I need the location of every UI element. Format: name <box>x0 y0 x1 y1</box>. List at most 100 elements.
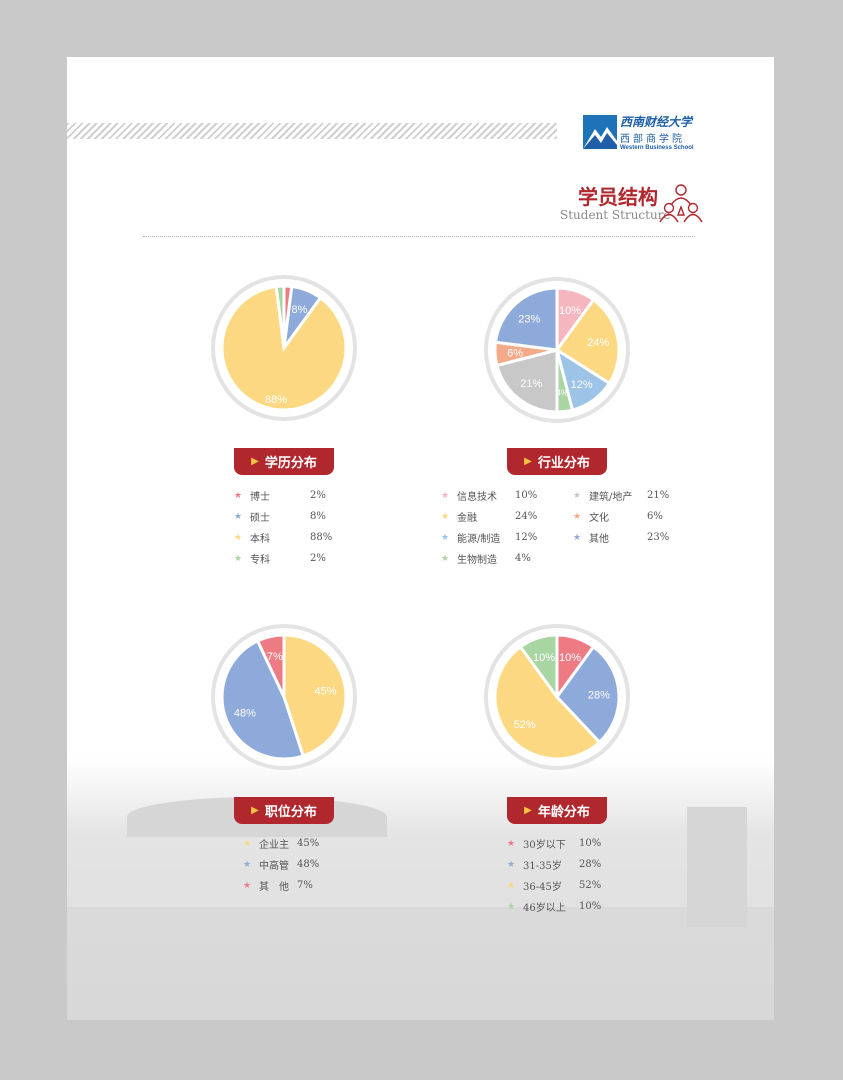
pie-slice-36-45岁 <box>493 644 602 761</box>
legend-value: 10% <box>515 490 538 501</box>
pie-chart-3: 45% 48% 7% <box>211 624 357 770</box>
legend-value: 21% <box>647 490 670 501</box>
legend-item: ★ 中高管 48% <box>243 854 319 875</box>
legend-item: ★ 31-35岁 28% <box>507 854 601 875</box>
legend-item: ★ 文化 6% <box>573 506 669 527</box>
star-icon: ★ <box>573 490 582 501</box>
pie-data-label: 52% <box>514 719 536 731</box>
chart-legend: ★ 30岁以下 10% ★ 31-35岁 28% ★ 36-45岁 52% ★ 46岁以上 10% <box>507 833 601 917</box>
pie-chart-2: 10% 24% 12%4% 21% 6% 23% <box>484 277 630 423</box>
legend-label: 企业主 <box>259 840 289 851</box>
legend-item: ★ 金融 24% <box>441 506 537 527</box>
legend-item: ★ 建筑/地产 21% <box>573 485 669 506</box>
star-icon: ★ <box>441 553 450 564</box>
pie-data-label: 23% <box>518 313 540 325</box>
star-icon: ★ <box>507 838 516 849</box>
star-icon: ★ <box>234 532 243 543</box>
chart-title-banner: ▶ 行业分布 <box>507 448 607 475</box>
legend-value: 6% <box>647 511 663 522</box>
page-title: 学员结构 <box>578 185 658 209</box>
legend-item: ★ 30岁以下 10% <box>507 833 601 854</box>
legend-value: 45% <box>297 838 320 849</box>
legend-value: 23% <box>647 532 670 543</box>
star-icon: ★ <box>441 490 450 501</box>
legend-item: ★ 硕士 8% <box>234 506 332 527</box>
legend-label: 能源/制造 <box>457 534 501 545</box>
chart-title-banner: ▶ 学历分布 <box>234 448 334 475</box>
legend-label: 文化 <box>589 513 609 524</box>
legend-label: 金融 <box>457 513 477 524</box>
legend-item: ★ 博士 2% <box>234 485 332 506</box>
logo-cn: 西南财经大学 <box>620 115 693 129</box>
chart-title-banner: ▶ 职位分布 <box>234 797 334 824</box>
pie-data-label: 10% <box>533 652 555 664</box>
legend-label: 生物制造 <box>457 555 497 566</box>
legend-item: ★ 其 他 7% <box>243 875 319 896</box>
legend-value: 88% <box>310 532 333 543</box>
chart-legend: ★ 信息技术 10% ★ 金融 24% ★ 能源/制造 12% ★ 生物制造 4% <box>441 485 537 569</box>
legend-value: 24% <box>515 511 538 522</box>
legend-item: ★ 专科 2% <box>234 548 332 569</box>
chart-legend: ★ 企业主 45% ★ 中高管 48% ★ 其 他 7% <box>243 833 319 896</box>
star-icon: ★ <box>507 901 516 912</box>
pie-data-label: 10% <box>559 652 581 664</box>
legend-item: ★ 能源/制造 12% <box>441 527 537 548</box>
legend-item: ★ 36-45岁 52% <box>507 875 601 896</box>
legend-value: 2% <box>310 553 326 564</box>
legend-label: 31-35岁 <box>523 861 562 872</box>
legend-value: 8% <box>310 511 326 522</box>
legend-value: 52% <box>579 880 602 891</box>
legend-label: 本科 <box>250 534 270 545</box>
star-icon: ★ <box>243 838 252 849</box>
legend-item: ★ 企业主 45% <box>243 833 319 854</box>
divider <box>143 236 695 237</box>
star-icon: ★ <box>573 511 582 522</box>
star-icon: ★ <box>243 880 252 891</box>
star-icon: ★ <box>507 859 516 870</box>
legend-value: 12% <box>515 532 538 543</box>
pie-slice-金融 <box>554 297 621 386</box>
pie-slice-31-35岁 <box>555 644 621 745</box>
pie-data-label: 28% <box>588 689 610 701</box>
star-icon: ★ <box>243 859 252 870</box>
legend-item: ★ 其他 23% <box>573 527 669 548</box>
pie-data-label: 10% <box>559 305 581 317</box>
chart-title: 行业分布 <box>537 456 590 471</box>
pie-chart-4: 10% 28% 52% 10% <box>484 624 630 770</box>
logo-school: 西部商学院 <box>620 134 685 145</box>
chart-title: 年龄分布 <box>537 805 590 820</box>
campus-background-image <box>67 757 774 1020</box>
legend-label: 信息技术 <box>457 492 497 503</box>
pie-data-label: 24% <box>587 337 609 349</box>
pie-slice-其他 <box>493 286 559 352</box>
pie-slice-本科 <box>220 284 348 412</box>
legend-label: 建筑/地产 <box>589 492 633 503</box>
mountain-logo-icon <box>583 115 617 149</box>
chart-title: 职位分布 <box>264 805 317 820</box>
legend-label: 其他 <box>589 534 609 545</box>
school-logo: 西南财经大学 西部商学院 Western Business School <box>583 113 694 151</box>
pie-ring <box>211 275 357 421</box>
legend-value: 28% <box>579 859 602 870</box>
pie-slice-中高管 <box>220 638 306 761</box>
pie-ring <box>211 624 357 770</box>
logo-en: Western Business School <box>620 145 694 151</box>
pie-data-label: 6% <box>507 348 523 360</box>
legend-item: ★ 本科 88% <box>234 527 332 548</box>
pie-slice-专科 <box>274 284 286 349</box>
legend-label: 专科 <box>250 555 270 566</box>
star-icon: ★ <box>507 880 516 891</box>
chart-title-banner: ▶ 年龄分布 <box>507 797 607 824</box>
chart-legend: ★ 建筑/地产 21% ★ 文化 6% ★ 其他 23% <box>573 485 669 548</box>
star-icon: ★ <box>234 511 243 522</box>
legend-item: ★ 信息技术 10% <box>441 485 537 506</box>
pie-data-label: 12% <box>571 379 593 391</box>
arrow-icon: ▶ <box>251 456 259 467</box>
legend-label: 46岁以上 <box>523 903 566 914</box>
pie-slice-企业主 <box>282 633 348 758</box>
legend-label: 30岁以下 <box>523 840 566 851</box>
chart-legend: ★ 博士 2% ★ 硕士 8% ★ 本科 88% ★ 专科 2% <box>234 485 332 569</box>
legend-label: 硕士 <box>250 513 270 524</box>
pie-data-label: 48% <box>234 707 256 719</box>
legend-label: 博士 <box>250 492 270 503</box>
